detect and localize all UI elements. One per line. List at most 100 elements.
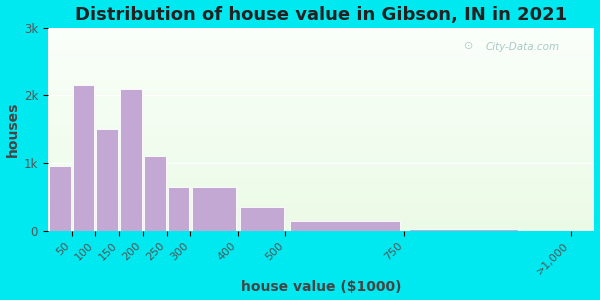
Bar — [48, 196, 595, 198]
Bar — [48, 66, 595, 68]
Bar — [48, 223, 595, 225]
Bar — [48, 184, 595, 186]
Bar — [48, 79, 595, 81]
Y-axis label: houses: houses — [5, 102, 20, 157]
Bar — [48, 140, 595, 141]
Bar — [48, 34, 595, 36]
Bar — [48, 107, 595, 109]
Bar — [48, 70, 595, 73]
Bar — [48, 137, 595, 140]
Bar — [48, 46, 595, 48]
Bar — [48, 56, 595, 58]
Bar — [48, 64, 595, 66]
Bar — [48, 73, 595, 74]
Bar — [48, 154, 595, 156]
Bar — [48, 48, 595, 50]
Bar — [48, 148, 595, 150]
Bar — [48, 131, 595, 133]
Bar — [290, 220, 400, 231]
Bar — [48, 38, 595, 40]
X-axis label: house value ($1000): house value ($1000) — [241, 280, 401, 294]
Bar — [48, 115, 595, 117]
Bar — [48, 95, 595, 97]
Title: Distribution of house value in Gibson, IN in 2021: Distribution of house value in Gibson, I… — [75, 6, 567, 24]
Bar — [240, 207, 284, 231]
Bar — [48, 52, 595, 54]
Bar — [48, 202, 595, 204]
Bar — [48, 68, 595, 70]
Bar — [48, 182, 595, 184]
Bar — [48, 186, 595, 188]
Bar — [48, 206, 595, 208]
Bar — [48, 135, 595, 137]
Bar — [144, 156, 166, 231]
Bar — [167, 187, 190, 231]
Bar — [48, 166, 595, 168]
Bar — [48, 218, 595, 220]
Bar — [48, 127, 595, 129]
Bar — [48, 85, 595, 87]
Bar — [48, 208, 595, 210]
Bar — [48, 74, 595, 77]
Bar — [48, 103, 595, 105]
Bar — [48, 143, 595, 146]
Bar — [48, 82, 595, 85]
Bar — [48, 123, 595, 125]
Bar — [48, 170, 595, 172]
Bar — [48, 178, 595, 180]
Bar — [48, 119, 595, 121]
Bar — [48, 141, 595, 143]
Bar — [48, 176, 595, 178]
Bar — [48, 194, 595, 196]
Bar — [48, 109, 595, 111]
Bar — [48, 152, 595, 154]
Bar — [48, 117, 595, 119]
Bar — [48, 44, 595, 46]
Bar — [48, 121, 595, 123]
Bar — [48, 125, 595, 127]
Bar — [48, 62, 595, 64]
Bar — [48, 217, 595, 218]
Bar — [48, 97, 595, 99]
Bar — [48, 212, 595, 214]
Bar — [48, 54, 595, 56]
Bar — [48, 133, 595, 135]
Bar — [48, 150, 595, 152]
Bar — [48, 192, 595, 194]
Bar — [48, 81, 595, 82]
Bar — [48, 229, 595, 231]
Bar — [48, 58, 595, 60]
Bar — [48, 220, 595, 223]
Text: ⊙: ⊙ — [464, 41, 473, 51]
Bar — [48, 42, 595, 44]
Bar — [48, 87, 595, 89]
Bar — [48, 190, 595, 192]
Bar — [48, 164, 595, 166]
Bar — [48, 204, 595, 206]
Bar — [48, 40, 595, 42]
Bar — [48, 160, 595, 162]
Bar — [48, 162, 595, 164]
Bar — [48, 146, 595, 148]
Bar — [48, 174, 595, 176]
Text: City-Data.com: City-Data.com — [485, 42, 559, 52]
Bar — [48, 129, 595, 131]
Bar — [48, 105, 595, 107]
Bar — [48, 60, 595, 62]
Bar — [48, 198, 595, 200]
Bar — [48, 93, 595, 95]
Bar — [48, 50, 595, 52]
Bar — [48, 113, 595, 115]
Bar — [48, 30, 595, 32]
Bar — [48, 180, 595, 182]
Bar — [48, 214, 595, 217]
Bar — [97, 129, 118, 231]
Bar — [48, 188, 595, 190]
Bar — [48, 225, 595, 226]
Bar — [48, 28, 595, 30]
Bar — [48, 200, 595, 202]
Bar — [48, 101, 595, 103]
Bar — [49, 167, 71, 231]
Bar — [48, 168, 595, 170]
Bar — [48, 156, 595, 158]
